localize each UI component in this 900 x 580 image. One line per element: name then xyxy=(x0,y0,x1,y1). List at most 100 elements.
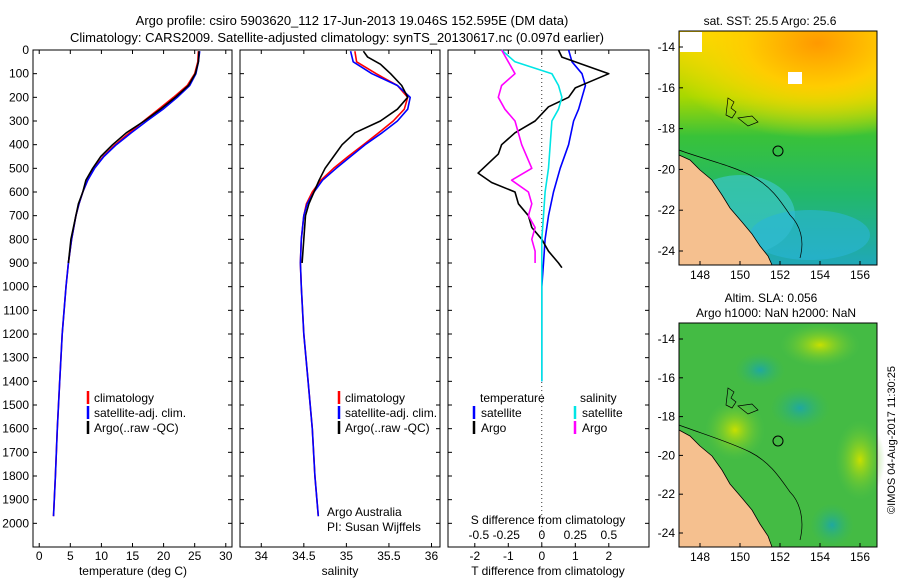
sla-low-patch xyxy=(810,503,854,547)
satellite-line xyxy=(52,51,201,517)
difference-panel-frame xyxy=(447,49,650,548)
sla-high-patch xyxy=(705,400,765,460)
sla-map-axes: -14 -16 -18 -20 -22 -24 148 150 152 154 156 xyxy=(658,332,871,564)
temperature-satellite-line xyxy=(540,49,587,382)
x-tick-label: 35 xyxy=(340,549,354,563)
x-tick-label: 1 xyxy=(572,549,579,563)
lat-tick-label: -16 xyxy=(658,371,676,385)
difference-plot: -2 -1 0 1 2 -0.5 -0.25 0 0.25 0.5 xyxy=(468,49,617,563)
sst-isobath xyxy=(678,149,803,259)
depth-tick-label: 700 xyxy=(9,209,29,223)
argo-line xyxy=(301,50,409,264)
sla-map-title-line1: Altim. SLA: 0.056 xyxy=(725,291,818,305)
depth-tick-label: 2000 xyxy=(2,516,29,530)
depth-tick-label: 1100 xyxy=(3,303,29,317)
lat-tick-label: -22 xyxy=(658,487,676,501)
sst-map xyxy=(678,30,878,266)
temperature-legend: climatology satellite-adj. clim. Argo(..… xyxy=(86,391,186,435)
x-tick-label: 10 xyxy=(95,549,109,563)
legend-climatology-label: climatology xyxy=(345,391,405,405)
legend-sal-argo-label: Argo xyxy=(582,421,608,435)
lat-tick-label: -16 xyxy=(658,81,676,95)
temperature-plot: 0 5 10 15 20 25 30 xyxy=(36,50,233,563)
salinity-legend: climatology satellite-adj. clim. Argo(..… xyxy=(337,391,437,435)
sla-map-title-line2: Argo h1000: NaN h2000: NaN xyxy=(696,306,856,320)
lat-tick-label: -22 xyxy=(658,203,676,217)
legend-sal-satellite-label: satellite xyxy=(582,406,623,420)
sst-map-title: sat. SST: 25.5 Argo: 25.6 xyxy=(704,14,837,28)
difference-legend: temperature satellite Argo salinity sate… xyxy=(472,391,623,435)
lat-tick-label: -14 xyxy=(658,332,676,346)
depth-tick-label: 200 xyxy=(9,90,29,104)
sla-map xyxy=(678,322,885,548)
lon-tick-label: 154 xyxy=(810,268,830,282)
sla-map-frame xyxy=(678,322,878,548)
legend-argo-label: Argo(..raw -QC) xyxy=(94,421,179,435)
legend-salinity-title: salinity xyxy=(580,391,617,405)
legend-argo-label: Argo(..raw -QC) xyxy=(345,421,430,435)
sla-argo-position xyxy=(772,435,784,447)
difference-top-xlabel: S difference from climatology xyxy=(471,513,626,527)
sla-reef xyxy=(737,403,759,415)
x-tick-label: -2 xyxy=(469,549,480,563)
salinity-satellite-line xyxy=(501,49,563,382)
lon-tick-label: 150 xyxy=(730,550,750,564)
x-tick-label: 30 xyxy=(219,549,233,563)
depth-tick-label: 0 xyxy=(22,43,29,57)
depth-tick-label: 800 xyxy=(9,232,29,246)
sst-missing-data xyxy=(680,32,702,52)
x-tick-label: 15 xyxy=(126,549,140,563)
lat-tick-label: -24 xyxy=(658,526,676,540)
depth-tick-label: 1400 xyxy=(2,374,29,388)
x-tick-label: 0 xyxy=(36,549,43,563)
header-line1: Argo profile: csiro 5903620_112 17-Jun-2… xyxy=(136,13,569,28)
sla-low-patch xyxy=(770,386,830,430)
x-tick-label: 34 xyxy=(255,549,269,563)
temperature-panel-frame xyxy=(32,49,233,548)
top-x-tick-label: -0.25 xyxy=(493,528,521,542)
sst-reef xyxy=(737,115,759,127)
x-tick-label: 35.5 xyxy=(377,549,401,563)
legend-satellite-label: satellite-adj. clim. xyxy=(345,406,437,420)
sla-high-patch xyxy=(835,420,885,500)
depth-tick-label: 1900 xyxy=(2,493,29,507)
depth-tick-label: 1300 xyxy=(2,351,29,365)
depth-tick-label: 1200 xyxy=(2,327,29,341)
depth-tick-label: 400 xyxy=(9,138,29,152)
depth-tick-label: 1600 xyxy=(2,422,29,436)
lon-tick-label: 152 xyxy=(770,550,790,564)
sst-warm-region xyxy=(679,31,877,151)
salinity-panel-frame xyxy=(239,49,441,548)
climatology-line xyxy=(299,51,409,517)
temperature-xlabel: temperature (deg C) xyxy=(79,564,187,578)
depth-tick-label: 100 xyxy=(9,67,29,81)
sla-reef xyxy=(725,387,737,409)
depth-tick-label: 1700 xyxy=(2,445,29,459)
header-line2: Climatology: CARS2009. Satellite-adjuste… xyxy=(70,30,604,45)
credit-line2: PI: Susan Wijffels xyxy=(327,520,421,534)
argo-line xyxy=(67,51,200,264)
x-tick-label: 0 xyxy=(538,549,545,563)
sst-map-axes: -14 -16 -18 -20 -22 -24 148 150 152 154 156 xyxy=(658,40,871,282)
lon-tick-label: 148 xyxy=(690,550,710,564)
lon-tick-label: 150 xyxy=(730,268,750,282)
sla-isobath xyxy=(678,424,803,541)
depth-tick-label: 900 xyxy=(9,256,29,270)
legend-temp-argo-label: Argo xyxy=(481,421,507,435)
lon-tick-label: 148 xyxy=(690,268,710,282)
x-tick-label: 2 xyxy=(605,549,612,563)
x-tick-label: 36 xyxy=(425,549,439,563)
lat-tick-label: -24 xyxy=(658,244,676,258)
lon-tick-label: 152 xyxy=(770,268,790,282)
top-x-tick-label: 0 xyxy=(538,528,545,542)
x-tick-label: 5 xyxy=(67,549,74,563)
depth-tick-label: 500 xyxy=(9,161,29,175)
lat-tick-label: -18 xyxy=(658,122,676,136)
top-x-tick-label: 0.5 xyxy=(600,528,617,542)
sla-low-patch xyxy=(735,352,785,388)
temperature-argo-line xyxy=(477,49,610,269)
legend-temperature-title: temperature xyxy=(480,391,545,405)
depth-tick-label: 300 xyxy=(9,114,29,128)
salinity-argo-line xyxy=(497,49,536,263)
